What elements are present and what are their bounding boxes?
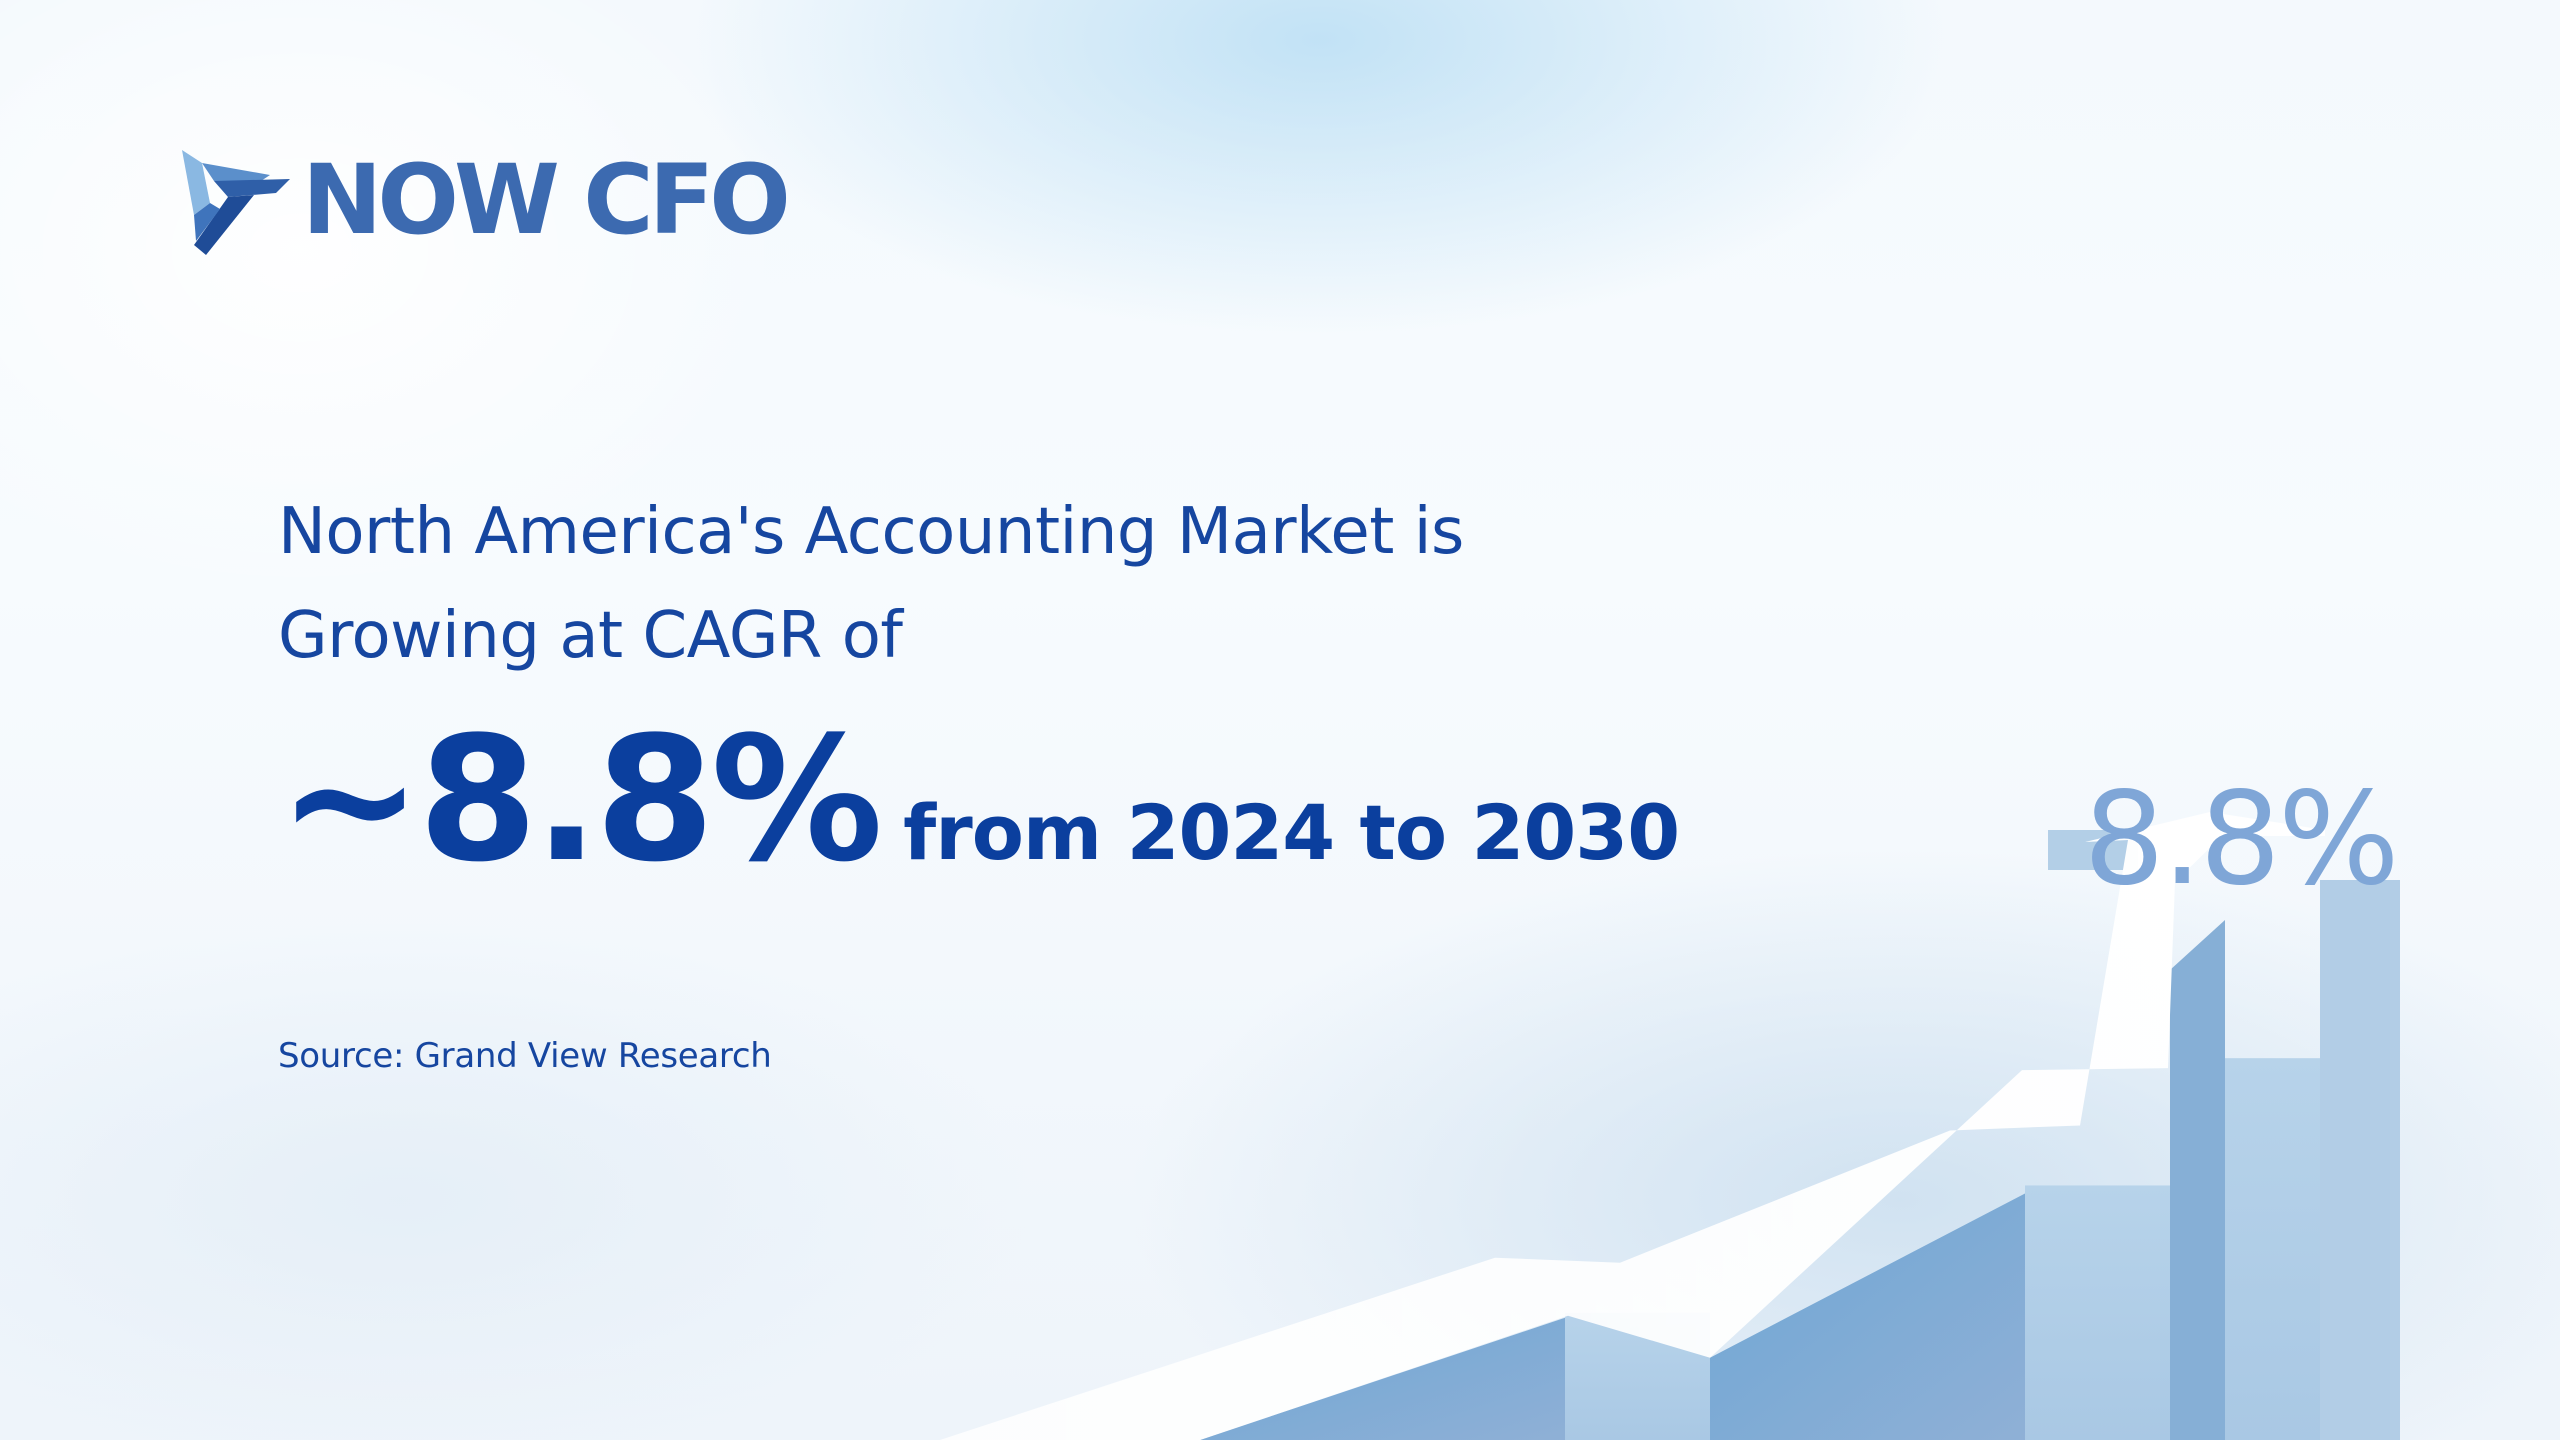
chart-bars (1200, 830, 2400, 1440)
now-cfo-logo-icon (182, 150, 290, 255)
stat-period: from 2024 to 2030 (903, 788, 1680, 877)
brand-name: NOW CFO (302, 144, 791, 256)
headline-line-1: North America's Accounting Market is (278, 495, 1464, 569)
headline-line-2: Growing at CAGR of (278, 599, 903, 673)
growth-arrow-shape (940, 812, 2325, 1440)
bar-2 (2025, 1185, 2170, 1440)
bar-4 (2320, 880, 2400, 1440)
headline: North America's Accounting Market is Gro… (278, 480, 1678, 688)
source-citation: Source: Grand View Research (278, 1036, 772, 1076)
chart-value-label: 8.8% (2083, 765, 2399, 914)
bar-side-1 (1200, 1317, 1565, 1440)
bar-4-side (2170, 920, 2225, 1440)
growth-arrow (940, 812, 2325, 1440)
brand-logo: NOW CFO (180, 144, 791, 256)
stat-value: ~8.8% (278, 699, 883, 900)
bar-3 (2223, 1058, 2325, 1440)
bar-side-2 (1710, 1193, 2025, 1440)
stat-row: ~8.8% from 2024 to 2030 (278, 699, 1680, 900)
